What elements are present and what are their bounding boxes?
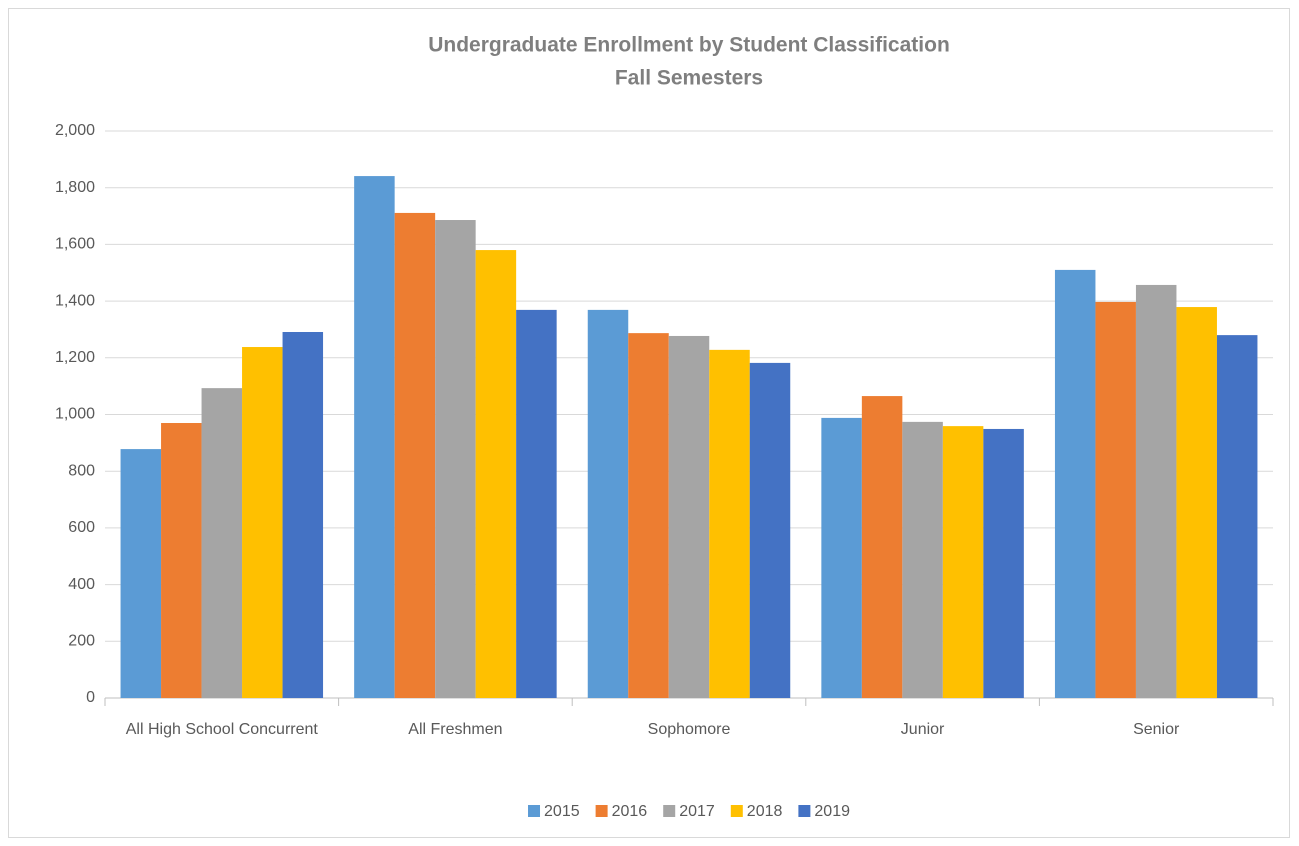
bar [1135, 284, 1177, 698]
legend-label: 2018 [747, 803, 783, 820]
bar [120, 449, 162, 698]
bar [435, 220, 476, 699]
bar [475, 250, 517, 698]
legend-swatch [595, 805, 608, 817]
legend-label: 2015 [544, 803, 580, 820]
bar [668, 335, 710, 698]
bar [516, 309, 557, 698]
y-tick-label: 1,200 [55, 349, 95, 366]
bar [282, 332, 324, 698]
y-tick-label: 800 [68, 462, 95, 479]
y-tick-label: 600 [68, 519, 95, 536]
x-tick-label: Junior [901, 721, 945, 738]
bar [1095, 301, 1136, 698]
y-tick-label: 200 [68, 633, 95, 650]
bar [749, 362, 791, 698]
x-tick-label: Senior [1133, 721, 1180, 738]
bar [201, 388, 243, 698]
y-tick-label: 1,800 [55, 179, 95, 196]
bar [161, 423, 202, 698]
legend-label: 2017 [679, 803, 715, 820]
bar [861, 396, 903, 698]
bar [942, 426, 984, 698]
y-tick-label: 1,600 [55, 236, 95, 253]
bar [587, 309, 629, 698]
bar [1054, 269, 1096, 698]
chart-title: Undergraduate Enrollment by Student Clas… [428, 34, 950, 57]
legend-swatch [663, 805, 676, 817]
chart-subtitle: Fall Semesters [615, 67, 763, 90]
legend-swatch [528, 805, 541, 817]
bar [394, 212, 436, 698]
bar [902, 421, 943, 698]
y-tick-label: 1,400 [55, 292, 95, 309]
x-tick-label: Sophomore [648, 721, 731, 738]
legend-label: 2019 [814, 803, 850, 820]
legend-label: 2016 [612, 803, 648, 820]
bar [354, 176, 395, 698]
bar [242, 347, 283, 698]
bar [821, 417, 862, 698]
bar [1216, 335, 1258, 698]
bar [1176, 307, 1217, 698]
y-tick-label: 1,000 [55, 406, 95, 423]
legend: 2015 2016 2017 2018 2019 [528, 803, 850, 820]
y-tick-label: 2,000 [55, 122, 95, 139]
y-tick-label: 400 [68, 576, 95, 593]
x-tick-label: All High School Concurrent [126, 721, 319, 738]
bar [983, 428, 1024, 698]
y-tick-label: 0 [86, 689, 95, 706]
legend-swatch [730, 805, 743, 817]
bar [709, 349, 750, 698]
x-tick-label: All Freshmen [408, 721, 502, 738]
legend-swatch [798, 805, 811, 817]
bar [628, 333, 669, 698]
